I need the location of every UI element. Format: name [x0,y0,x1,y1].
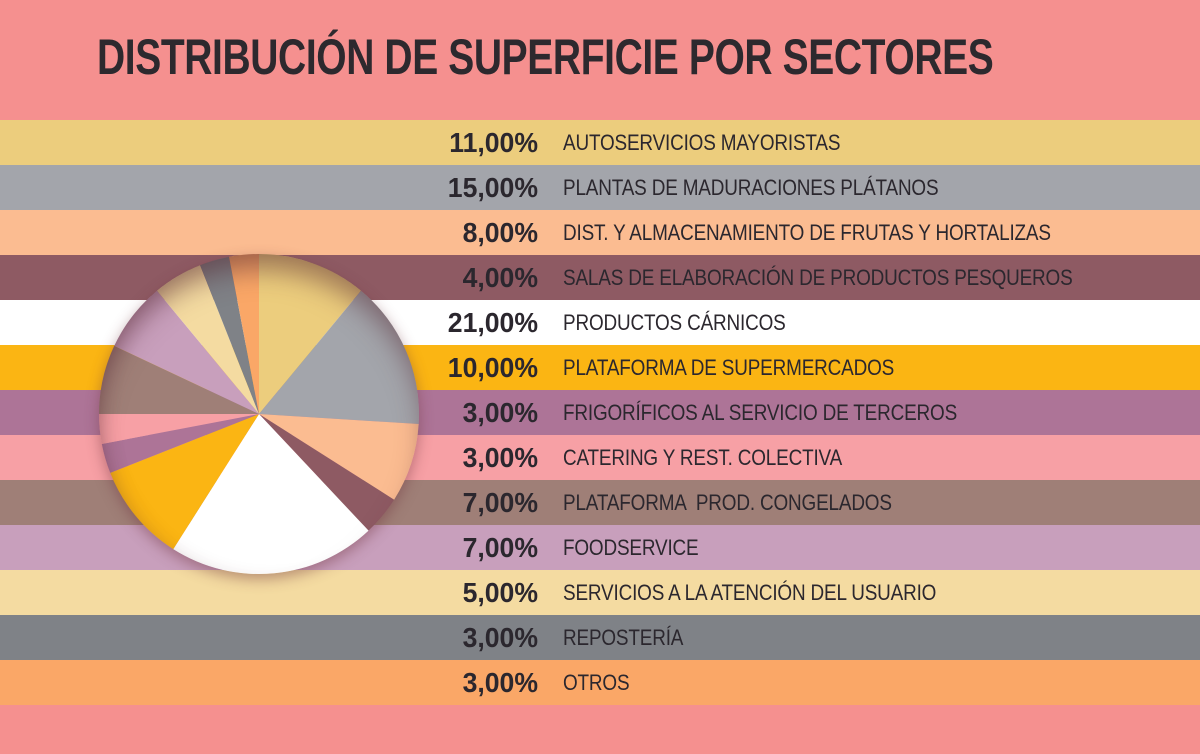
pie-slice-7 [101,414,259,473]
pie-slice-3 [259,414,419,500]
sector-row-12: 3,00% REPOSTERÍA [0,615,1200,660]
sector-percent: 8,00% [462,216,538,248]
sector-label: OTROS [563,669,630,695]
sector-row-13: 3,00% OTROS [0,660,1200,705]
sector-row-1: 11,00% AUTOSERVICIOS MAYORISTAS [0,120,1200,165]
pie-slice-5 [173,414,369,574]
pie-slice-4 [259,414,395,531]
sector-label: DIST. Y ALMACENAMIENTO DE FRUTAS Y HORTA… [563,219,1051,245]
sector-label: PRODUCTOS CÁRNICOS [563,309,786,335]
sector-label: REPOSTERÍA [563,624,684,650]
sector-percent: 15,00% [447,171,538,203]
sector-label: SERVICIOS A LA ATENCIÓN DEL USUARIO [563,579,937,605]
pie-slice-2 [259,290,419,425]
sector-percent: 3,00% [462,621,538,653]
sector-percent: 5,00% [462,576,538,608]
pie-slice-11 [157,265,259,414]
sector-label: FOODSERVICE [563,534,699,560]
pie-chart-svg [99,254,419,574]
pie-slice-6 [110,414,260,550]
pie-slice-8 [99,414,259,444]
sector-percent: 7,00% [462,531,538,563]
pie-slice-1 [259,254,361,414]
sector-label: FRIGORÍFICOS AL SERVICIO DE TERCEROS [563,399,958,425]
sector-row-2: 15,00% PLANTAS DE MADURACIONES PLÁTANOS [0,165,1200,210]
sector-row-3: 8,00% DIST. Y ALMACENAMIENTO DE FRUTAS Y … [0,210,1200,255]
sector-label: AUTOSERVICIOS MAYORISTAS [563,129,841,155]
sector-label: PLATAFORMA PROD. CONGELADOS [563,489,892,515]
sector-label: PLATAFORMA DE SUPERMERCADOS [563,354,895,380]
pie-slice-12 [200,256,259,414]
sector-label: CATERING Y REST. COLECTIVA [563,444,843,470]
sector-label: PLANTAS DE MADURACIONES PLÁTANOS [563,174,939,200]
sector-percent: 10,00% [447,351,538,383]
sector-percent: 3,00% [462,396,538,428]
pie-chart [99,254,419,574]
sector-row-11: 5,00% SERVICIOS A LA ATENCIÓN DEL USUARIO [0,570,1200,615]
chart-title: DISTRIBUCIÓN DE SUPERFICIE POR SECTORES [97,29,994,85]
sector-percent: 4,00% [462,261,538,293]
sector-percent: 3,00% [462,441,538,473]
sector-percent: 21,00% [447,306,538,338]
pie-slice-9 [99,345,259,414]
pie-slice-13 [229,254,259,414]
sector-percent: 11,00% [449,126,538,158]
pie-slice-10 [114,290,259,414]
sector-label: SALAS DE ELABORACIÓN DE PRODUCTOS PESQUE… [563,264,1073,290]
sector-percent: 7,00% [462,486,538,518]
sector-percent: 3,00% [462,666,538,698]
